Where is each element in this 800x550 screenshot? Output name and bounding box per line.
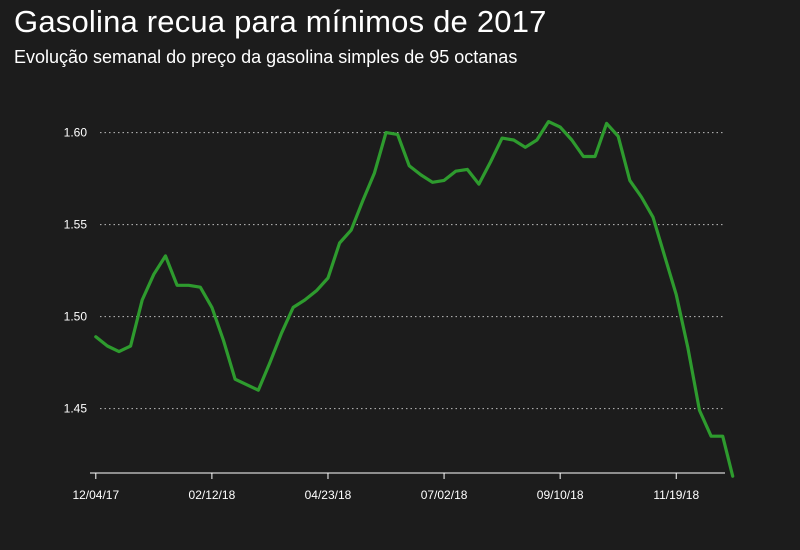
- data-point: [547, 120, 550, 123]
- data-point: [710, 435, 712, 438]
- grid-lines: [100, 132, 725, 410]
- data-point: [396, 133, 399, 136]
- x-tick-label: 07/02/18: [421, 488, 468, 502]
- data-point: [141, 299, 143, 301]
- data-point: [640, 196, 643, 198]
- data-point: [315, 290, 318, 292]
- data-point: [524, 146, 527, 149]
- data-point: [350, 229, 353, 231]
- data-point: [582, 155, 585, 158]
- data-point: [280, 332, 283, 335]
- data-point: [269, 361, 271, 364]
- y-tick-label: 1.50: [64, 310, 88, 324]
- x-tick-label: 09/10/18: [537, 488, 584, 502]
- data-point: [199, 286, 202, 289]
- data-point: [234, 378, 236, 381]
- series-line: [94, 119, 735, 478]
- x-tick-label: 12/04/17: [72, 488, 119, 502]
- data-point: [95, 336, 97, 338]
- data-point: [489, 161, 492, 163]
- data-point: [594, 155, 596, 158]
- data-point: [327, 277, 329, 279]
- data-point: [222, 339, 225, 342]
- data-point: [292, 306, 295, 309]
- data-point: [338, 242, 341, 244]
- chart-title: Gasolina recua para mínimos de 2017: [14, 4, 547, 39]
- data-point: [652, 216, 654, 218]
- data-point: [385, 131, 387, 134]
- y-tick-label: 1.55: [64, 218, 88, 232]
- data-point: [721, 435, 724, 438]
- data-point: [373, 172, 376, 174]
- series-group: [94, 119, 735, 478]
- data-point: [176, 284, 178, 287]
- data-point: [559, 126, 561, 128]
- x-tick-label: 02/12/18: [189, 488, 236, 502]
- data-point: [512, 139, 515, 141]
- data-point: [129, 345, 132, 347]
- data-point: [478, 183, 480, 185]
- data-point: [304, 299, 306, 301]
- data-point: [501, 137, 503, 139]
- data-point: [629, 179, 631, 182]
- data-point: [466, 168, 469, 171]
- y-tick-labels: 1.45 1.50 1.55 1.60: [64, 126, 88, 416]
- data-point: [106, 345, 109, 347]
- data-point: [454, 170, 457, 172]
- data-point: [431, 181, 434, 184]
- data-point: [605, 122, 608, 125]
- data-point: [420, 174, 422, 176]
- chart-subtitle: Evolução semanal do preço da gasolina si…: [14, 47, 518, 67]
- x-axis: 12/04/17 02/12/18 04/23/18 07/02/18 09/10/18…: [72, 472, 725, 502]
- data-point: [571, 139, 573, 141]
- data-point: [187, 284, 190, 287]
- x-tick-label: 04/23/18: [305, 488, 352, 502]
- data-point: [211, 306, 213, 309]
- data-point: [153, 273, 155, 276]
- data-point: [536, 139, 538, 141]
- data-point: [164, 255, 167, 257]
- x-tick-label: 11/19/18: [653, 488, 699, 502]
- y-tick-label: 1.45: [64, 402, 88, 416]
- data-point: [257, 389, 260, 392]
- data-point: [698, 409, 701, 412]
- data-point: [687, 347, 689, 349]
- data-point: [443, 179, 445, 182]
- data-point: [245, 383, 248, 386]
- data-point: [362, 199, 364, 202]
- data-point: [663, 255, 666, 257]
- y-tick-label: 1.60: [64, 126, 88, 140]
- data-point: [617, 135, 619, 138]
- data-point: [118, 350, 120, 353]
- data-point: [408, 164, 411, 167]
- data-point: [675, 293, 677, 296]
